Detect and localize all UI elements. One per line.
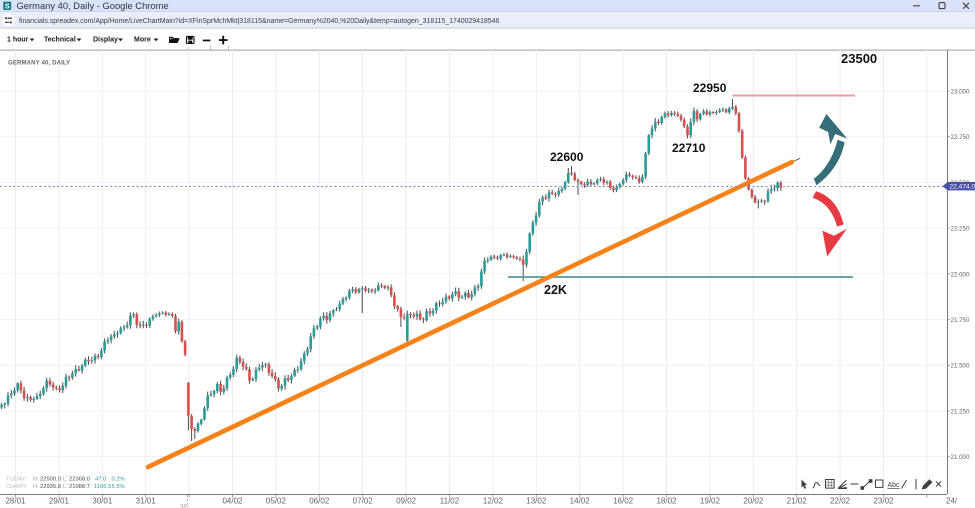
svg-text:Abc: Abc [888, 482, 901, 489]
svg-text:47.0: 47.0 [95, 477, 106, 483]
svg-text:14/02: 14/02 [570, 497, 591, 506]
svg-text:24/: 24/ [946, 497, 958, 506]
svg-text:23/02: 23/02 [873, 497, 894, 506]
svg-text:S: S [5, 2, 10, 11]
svg-text:11/02: 11/02 [440, 497, 460, 506]
svg-text:H:: H: [33, 477, 39, 483]
svg-text:22950: 22950 [693, 81, 727, 95]
svg-text:18/02: 18/02 [656, 497, 677, 506]
svg-text:22.750: 22.750 [951, 134, 970, 141]
svg-text:22.250: 22.250 [951, 226, 970, 233]
svg-text:29/01: 29/01 [49, 497, 70, 506]
svg-text:21.500: 21.500 [951, 363, 970, 370]
svg-text:GERMANY 40, DAILY: GERMANY 40, DAILY [8, 60, 70, 67]
svg-text:5.5%: 5.5% [112, 484, 125, 490]
svg-text:22935.8: 22935.8 [40, 484, 61, 490]
svg-text:22368.0: 22368.0 [69, 477, 90, 483]
svg-text:21.000: 21.000 [951, 454, 970, 461]
svg-text:3/0: 3/0 [180, 505, 189, 508]
svg-text:31/01: 31/01 [136, 497, 157, 506]
svg-text:21.750: 21.750 [951, 317, 970, 324]
svg-text:TODAY:: TODAY: [6, 477, 27, 483]
svg-text:1 hour: 1 hour [7, 37, 29, 44]
svg-text:22.000: 22.000 [951, 271, 970, 278]
svg-text:04/02: 04/02 [222, 497, 243, 506]
svg-text:22/02: 22/02 [830, 497, 851, 506]
svg-text:More: More [134, 37, 151, 44]
svg-text:09/02: 09/02 [396, 497, 417, 506]
svg-text:20/02: 20/02 [743, 497, 764, 506]
svg-text:19/02: 19/02 [700, 497, 721, 506]
svg-text:23500: 23500 [841, 51, 877, 66]
svg-text:21.250: 21.250 [951, 408, 970, 415]
svg-text:L:: L: [63, 477, 68, 483]
svg-text:financials.spreadex.com/App/Ho: financials.spreadex.com/App/Home/LiveCha… [19, 18, 499, 25]
svg-text:13/02: 13/02 [526, 497, 547, 506]
svg-text:05/02: 05/02 [266, 497, 287, 506]
svg-text:28/01: 28/01 [5, 497, 26, 506]
svg-text:30/01: 30/01 [92, 497, 113, 506]
svg-text:22600: 22600 [550, 150, 584, 164]
svg-text:0.2%: 0.2% [112, 477, 125, 483]
svg-text:Germany 40, Daily - Google Chr: Germany 40, Daily - Google Chrome [17, 0, 169, 11]
svg-text:L:: L: [63, 484, 68, 490]
svg-text:Display: Display [93, 37, 118, 44]
svg-text:21/02: 21/02 [787, 497, 808, 506]
svg-text:12/02: 12/02 [483, 497, 504, 506]
svg-text:07/02: 07/02 [353, 497, 374, 506]
svg-text:22500.0: 22500.0 [40, 477, 61, 483]
svg-text:H:: H: [33, 484, 39, 490]
svg-text:22K: 22K [544, 283, 567, 297]
svg-text:CHART:: CHART: [6, 484, 27, 490]
svg-text:16/02: 16/02 [613, 497, 634, 506]
svg-text:06/02: 06/02 [309, 497, 330, 506]
svg-text:1166.5: 1166.5 [94, 484, 111, 490]
svg-text:Technical: Technical [44, 37, 76, 44]
svg-text:21088.7: 21088.7 [69, 484, 90, 490]
svg-text:22,474.00: 22,474.00 [950, 184, 975, 191]
svg-text:22710: 22710 [672, 141, 706, 155]
svg-text:23.000: 23.000 [951, 89, 970, 96]
